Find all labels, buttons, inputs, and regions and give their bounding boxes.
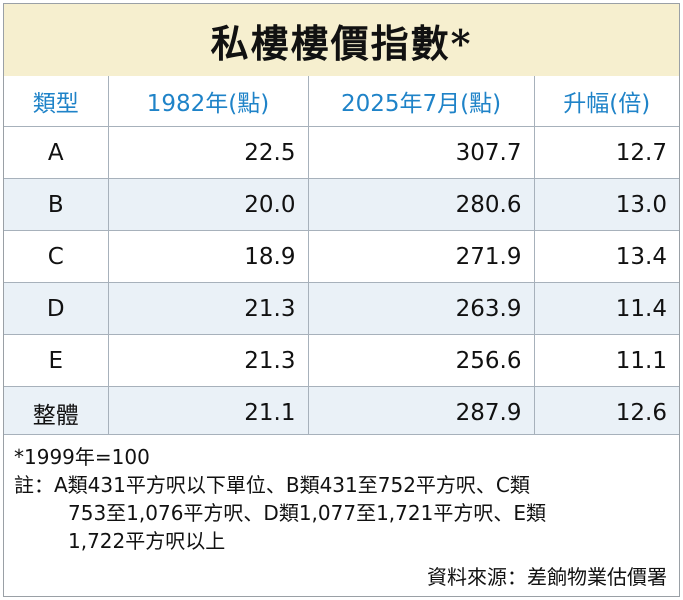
cell-2025: 307.7: [307, 126, 535, 179]
header-rise: 升幅(倍): [533, 76, 679, 127]
table-title: 私樓樓價指數*: [210, 20, 473, 66]
cell-2025: 287.9: [307, 386, 535, 439]
size-class-note-cont: 753至1,076平方呎、D類1,077至1,721平方呎、E類: [68, 501, 546, 525]
cell-type: C: [4, 230, 109, 283]
cell-1982: 21.3: [107, 282, 309, 335]
cell-2025: 280.6: [307, 178, 535, 231]
cell-1982: 21.1: [107, 386, 309, 439]
header-row: 類型 1982年(點) 2025年7月(點) 升幅(倍): [4, 76, 679, 127]
cell-2025: 256.6: [307, 334, 535, 387]
size-class-note: 註：A類431平方呎以下單位、B類431至752平方呎、C類: [14, 473, 530, 497]
data-source: 資料來源：差餉物業估價署: [427, 565, 667, 589]
notes-section: *1999年=100 註：A類431平方呎以下單位、B類431至752平方呎、C…: [4, 434, 679, 596]
cell-type: D: [4, 282, 109, 335]
cell-2025: 271.9: [307, 230, 535, 283]
header-type: 類型: [4, 76, 109, 127]
cell-rise: 13.0: [533, 178, 679, 231]
index-base-note: *1999年=100: [14, 445, 150, 469]
header-2025: 2025年7月(點): [307, 76, 535, 127]
table-row: A 22.5 307.7 12.7: [4, 126, 679, 179]
table-row: B 20.0 280.6 13.0: [4, 178, 679, 231]
price-index-card: 私樓樓價指數* 類型 1982年(點) 2025年7月(點) 升幅(倍) A 2…: [3, 3, 680, 597]
cell-type: 整體: [4, 386, 109, 439]
price-index-table: 類型 1982年(點) 2025年7月(點) 升幅(倍) A 22.5 307.…: [4, 76, 679, 439]
cell-1982: 21.3: [107, 334, 309, 387]
cell-2025: 263.9: [307, 282, 535, 335]
cell-rise: 11.1: [533, 334, 679, 387]
cell-type: E: [4, 334, 109, 387]
cell-rise: 12.7: [533, 126, 679, 179]
cell-rise: 13.4: [533, 230, 679, 283]
table-row: 整體 21.1 287.9 12.6: [4, 386, 679, 439]
cell-rise: 12.6: [533, 386, 679, 439]
cell-1982: 18.9: [107, 230, 309, 283]
table-row: E 21.3 256.6 11.1: [4, 334, 679, 387]
cell-1982: 22.5: [107, 126, 309, 179]
table-row: D 21.3 263.9 11.4: [4, 282, 679, 335]
header-1982: 1982年(點): [107, 76, 309, 127]
table-row: C 18.9 271.9 13.4: [4, 230, 679, 283]
cell-type: B: [4, 178, 109, 231]
cell-1982: 20.0: [107, 178, 309, 231]
size-class-note-end: 1,722平方呎以上: [68, 529, 226, 553]
cell-rise: 11.4: [533, 282, 679, 335]
cell-type: A: [4, 126, 109, 179]
title-bar: 私樓樓價指數*: [4, 4, 679, 77]
